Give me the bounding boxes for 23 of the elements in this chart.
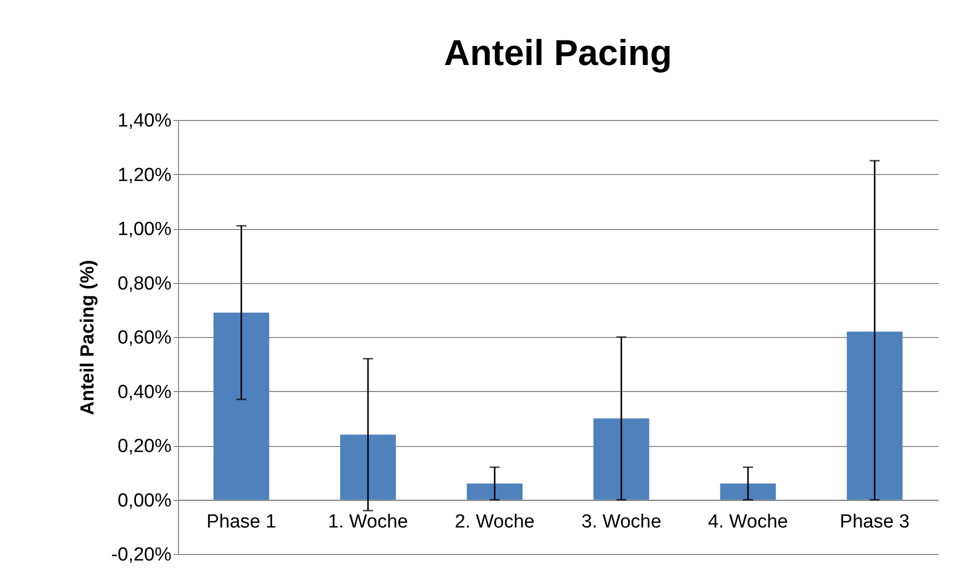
- y-tick-label: 0,20%: [118, 436, 172, 457]
- y-tick-label: 0,60%: [118, 328, 172, 348]
- x-tick-label: 1. Woche: [328, 511, 408, 532]
- y-axis-title: Anteil Pacing (%): [77, 260, 98, 416]
- y-tick-label: 0,80%: [118, 273, 172, 294]
- bar: [846, 332, 903, 500]
- x-tick-label: 2. Woche: [454, 511, 535, 532]
- chart-title: Anteil Pacing: [444, 32, 672, 73]
- y-tick-label: 1,20%: [118, 164, 172, 186]
- y-tick-label: 0,00%: [118, 490, 172, 512]
- y-tick-label: 1,00%: [118, 219, 172, 240]
- bar: [593, 418, 650, 500]
- y-tick-label: 0,40%: [118, 382, 172, 403]
- y-tick-label: 1,40%: [118, 110, 172, 132]
- bar: [720, 483, 776, 500]
- bar: [340, 434, 396, 500]
- x-tick-label: 4. Woche: [708, 511, 788, 532]
- x-tick-label: Phase 3: [840, 511, 910, 532]
- y-tick-label: -0,20%: [111, 544, 172, 566]
- x-tick-label: Phase 1: [206, 511, 276, 532]
- bar: [466, 483, 523, 500]
- bar: [213, 312, 270, 500]
- x-tick-label: 3. Woche: [581, 511, 662, 532]
